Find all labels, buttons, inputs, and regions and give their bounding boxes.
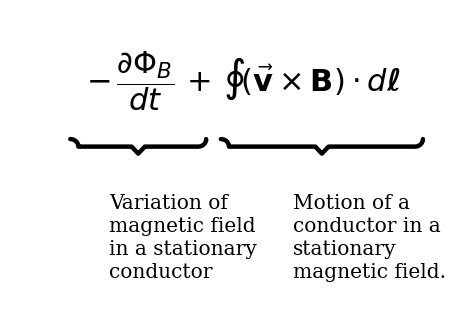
Text: conductor: conductor <box>109 263 212 282</box>
Text: Variation of: Variation of <box>109 194 228 213</box>
Text: conductor in a: conductor in a <box>292 217 440 236</box>
Text: stationary: stationary <box>292 240 396 259</box>
Text: magnetic field: magnetic field <box>109 217 255 236</box>
Text: Motion of a: Motion of a <box>292 194 410 213</box>
Text: $-\,\dfrac{\partial\Phi_B}{dt}\,+\,\oint\!(\vec{\mathbf{v}}\times\mathbf{B})\cdo: $-\,\dfrac{\partial\Phi_B}{dt}\,+\,\oint… <box>86 50 400 113</box>
Text: in a stationary: in a stationary <box>109 240 257 259</box>
Text: magnetic field.: magnetic field. <box>292 263 446 282</box>
